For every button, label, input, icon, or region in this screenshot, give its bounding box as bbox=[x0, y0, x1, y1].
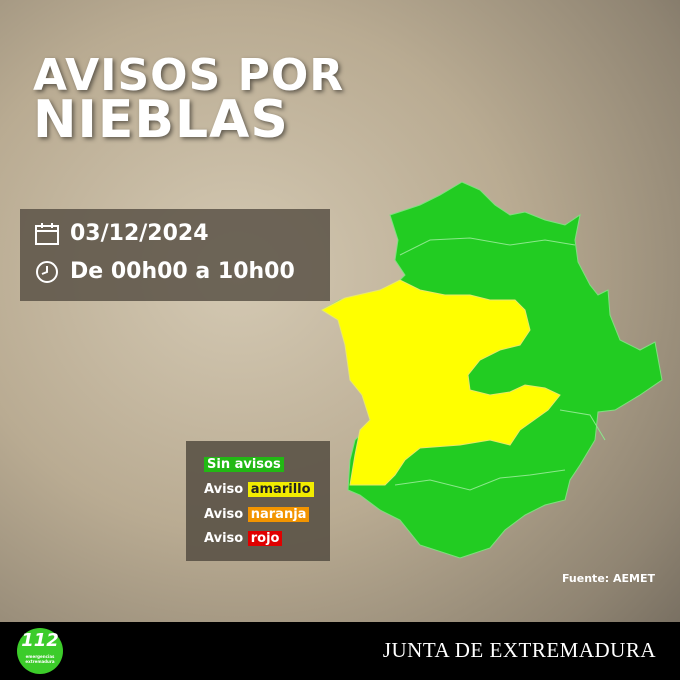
clock-icon bbox=[36, 260, 58, 283]
title-line2: NIEBLAS bbox=[33, 90, 289, 150]
date-time-box: 03/12/2024 De 00h00 a 10h00 bbox=[20, 209, 330, 301]
legend-chip: naranja bbox=[247, 507, 310, 522]
source-text: Fuente: AEMET bbox=[561, 572, 655, 585]
legend-chip: rojo bbox=[247, 531, 283, 546]
time-text: De 00h00 a 10h00 bbox=[70, 259, 295, 284]
calendar-icon bbox=[35, 222, 59, 245]
legend-item-yellow: Aviso amarillo bbox=[204, 482, 314, 497]
map-region-yellow bbox=[320, 279, 561, 486]
legend-item-orange: Aviso naranja bbox=[204, 507, 310, 522]
legend-prefix: Aviso bbox=[204, 482, 248, 497]
map-border bbox=[394, 469, 566, 491]
title-line1: AVISOS POR bbox=[33, 50, 345, 101]
legend-item-none: Sin avisos bbox=[204, 457, 284, 472]
time-row: De 00h00 a 10h00 bbox=[34, 259, 295, 284]
date-text: 03/12/2024 bbox=[70, 221, 209, 246]
map-border bbox=[559, 409, 606, 441]
junta-logo: JUNTA DE EXTREMADURA bbox=[382, 638, 656, 662]
112-logo: 112 emergencias extremadura bbox=[17, 628, 63, 674]
map-border bbox=[399, 237, 576, 256]
footer: 112 emergencias extremadura JUNTA DE EXTR… bbox=[0, 622, 680, 680]
legend-item-red: Aviso rojo bbox=[204, 531, 283, 546]
date-row: 03/12/2024 bbox=[34, 221, 209, 246]
legend-chip: amarillo bbox=[247, 482, 314, 497]
legend: Sin avisos Aviso amarillo Aviso naranja … bbox=[186, 441, 330, 561]
logo-subtext: emergencias extremadura bbox=[25, 654, 55, 664]
logo-number: 112 bbox=[21, 630, 59, 651]
legend-prefix: Aviso bbox=[204, 507, 248, 522]
legend-prefix: Aviso bbox=[204, 531, 248, 546]
legend-chip: Sin avisos bbox=[204, 457, 284, 472]
